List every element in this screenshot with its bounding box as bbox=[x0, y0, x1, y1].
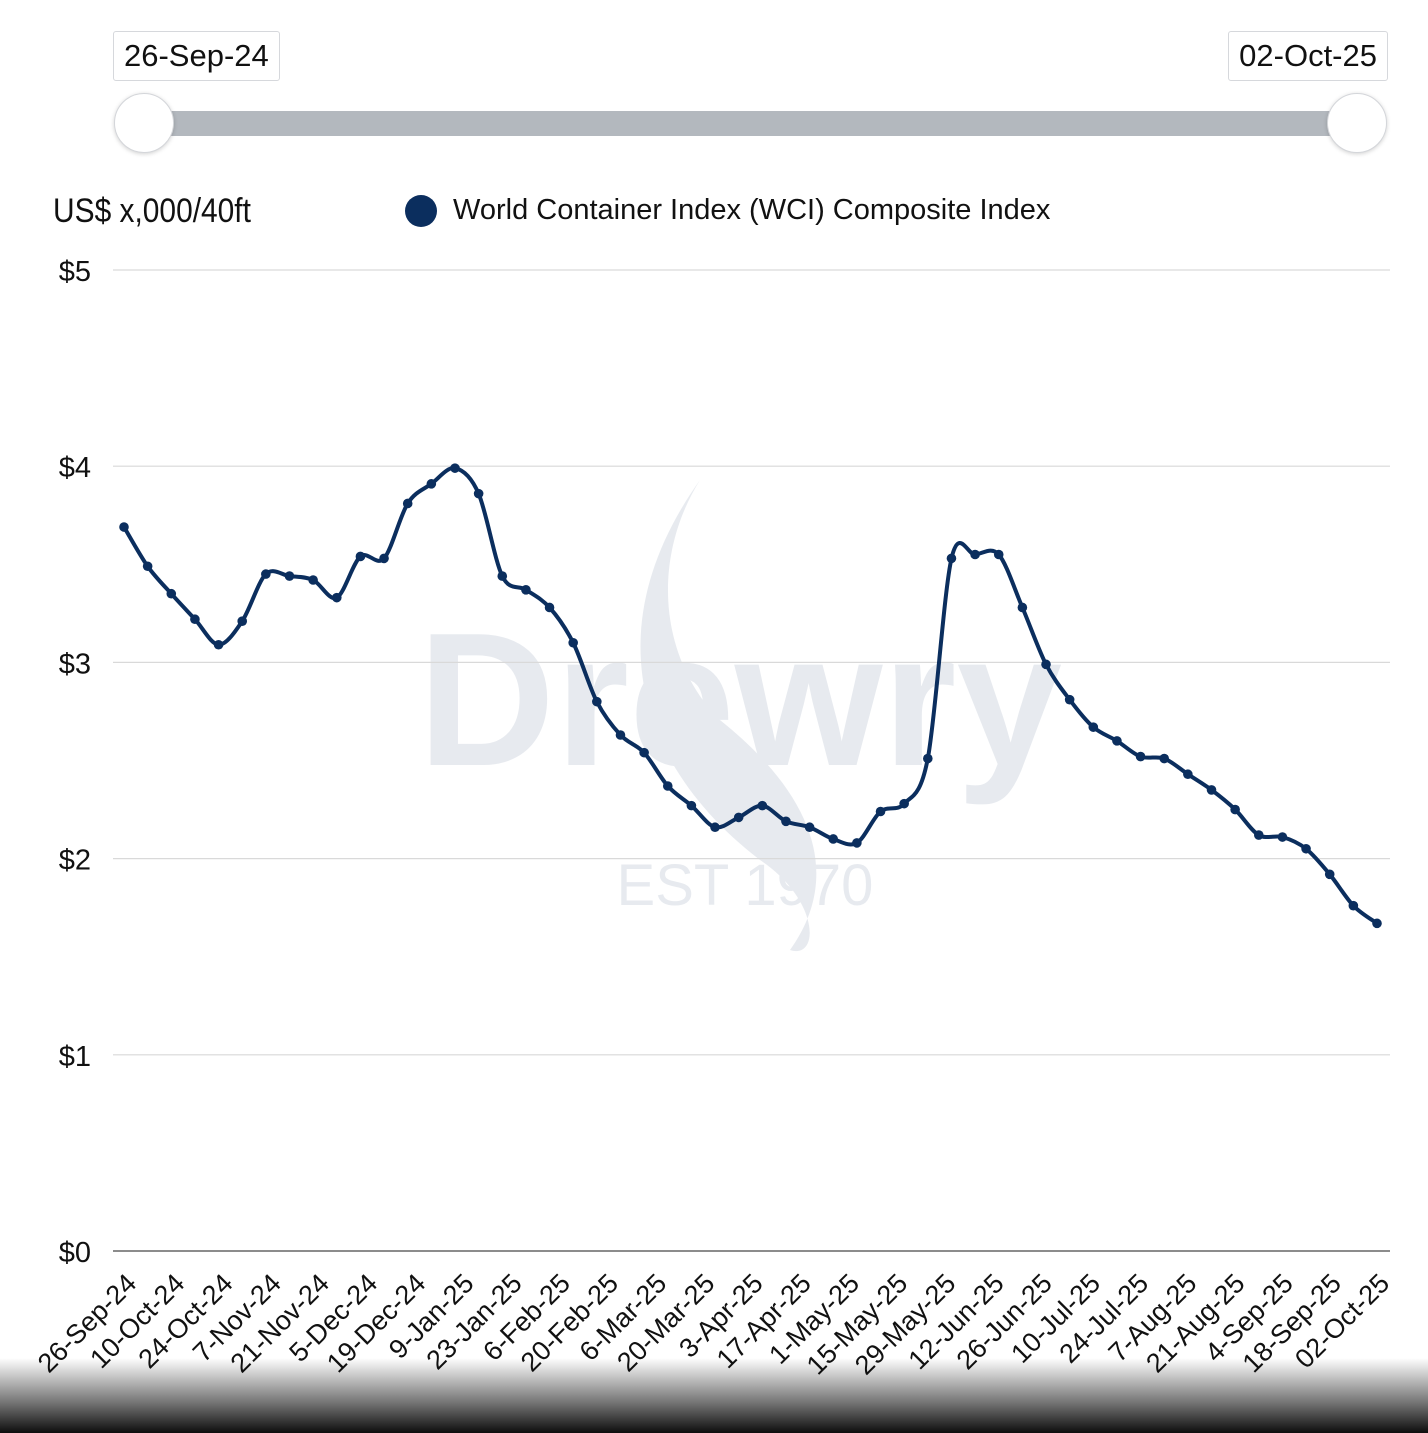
y-axis-unit-label: US$ x,000/40ft bbox=[53, 192, 251, 230]
watermark-tagline: EST 1970 bbox=[617, 853, 874, 918]
data-point[interactable] bbox=[166, 588, 177, 599]
legend-marker bbox=[405, 194, 437, 227]
data-point[interactable] bbox=[1041, 659, 1051, 670]
data-point[interactable] bbox=[1253, 830, 1264, 840]
y-tick-label: $2 bbox=[59, 845, 91, 877]
data-point[interactable] bbox=[1230, 804, 1240, 815]
data-point[interactable] bbox=[426, 479, 437, 489]
series-points bbox=[119, 463, 1382, 929]
y-tick-label: $0 bbox=[59, 1237, 91, 1269]
data-point[interactable] bbox=[615, 730, 626, 740]
data-point[interactable] bbox=[899, 798, 909, 809]
data-point[interactable] bbox=[1372, 918, 1382, 929]
date-range-slider-track[interactable] bbox=[145, 111, 1358, 136]
watermark-flame-icon bbox=[640, 480, 817, 952]
data-point[interactable] bbox=[213, 639, 224, 650]
data-point[interactable] bbox=[970, 549, 980, 560]
data-point[interactable] bbox=[190, 614, 200, 625]
data-point[interactable] bbox=[804, 822, 815, 833]
data-point[interactable] bbox=[733, 812, 744, 823]
data-point[interactable] bbox=[119, 522, 129, 532]
y-tick-label: $5 bbox=[59, 256, 91, 288]
data-point[interactable] bbox=[993, 549, 1004, 560]
y-tick-label: $4 bbox=[59, 452, 91, 484]
slider-end-handle[interactable] bbox=[1327, 93, 1387, 153]
legend-label: World Container Index (WCI) Composite In… bbox=[453, 194, 1051, 226]
data-point[interactable] bbox=[923, 753, 933, 764]
data-point[interactable] bbox=[402, 498, 413, 509]
y-tick-label: $3 bbox=[59, 648, 91, 680]
data-point[interactable] bbox=[686, 800, 697, 811]
watermark-brand: Drewry bbox=[418, 594, 1062, 806]
data-point[interactable] bbox=[284, 571, 295, 581]
data-point[interactable] bbox=[1277, 832, 1288, 842]
data-point[interactable] bbox=[355, 551, 366, 562]
grid-lines bbox=[113, 269, 1390, 1252]
data-point[interactable] bbox=[379, 553, 389, 564]
data-point[interactable] bbox=[781, 816, 791, 827]
data-point[interactable] bbox=[308, 575, 318, 585]
data-point[interactable] bbox=[1159, 753, 1170, 764]
data-point[interactable] bbox=[544, 602, 555, 613]
data-point[interactable] bbox=[1348, 900, 1359, 911]
start-date-input[interactable]: 26-Sep-24 bbox=[113, 31, 280, 81]
data-point[interactable] bbox=[450, 463, 460, 473]
y-tick-label: $1 bbox=[59, 1041, 91, 1073]
data-point[interactable] bbox=[639, 747, 649, 758]
data-point[interactable] bbox=[473, 488, 484, 499]
data-point[interactable] bbox=[757, 800, 768, 811]
data-point[interactable] bbox=[852, 838, 862, 848]
data-point[interactable] bbox=[1112, 736, 1122, 746]
slider-start-handle[interactable] bbox=[114, 93, 174, 153]
end-date-input[interactable]: 02-Oct-25 bbox=[1228, 31, 1388, 81]
data-point[interactable] bbox=[1324, 869, 1335, 880]
data-point[interactable] bbox=[1301, 843, 1311, 854]
data-point[interactable] bbox=[875, 806, 886, 817]
data-point[interactable] bbox=[828, 834, 839, 844]
data-point[interactable] bbox=[946, 553, 957, 564]
data-point[interactable] bbox=[1135, 751, 1146, 762]
data-point[interactable] bbox=[237, 616, 248, 626]
data-point[interactable] bbox=[521, 585, 531, 595]
data-point[interactable] bbox=[497, 571, 508, 581]
data-point[interactable] bbox=[1183, 769, 1193, 780]
data-point[interactable] bbox=[142, 561, 153, 572]
data-point[interactable] bbox=[1206, 785, 1217, 795]
y-axis-labels: $0 $1 $2 $3 $4 $5 bbox=[59, 256, 91, 1269]
x-axis-labels: 26-Sep-2410-Oct-2424-Oct-247-Nov-2421-No… bbox=[32, 1268, 1395, 1380]
data-point[interactable] bbox=[1017, 602, 1028, 613]
data-point[interactable] bbox=[331, 592, 342, 603]
data-point[interactable] bbox=[261, 569, 271, 579]
legend[interactable]: World Container Index (WCI) Composite In… bbox=[405, 194, 1050, 227]
data-point[interactable] bbox=[592, 696, 602, 707]
data-point[interactable] bbox=[568, 637, 578, 648]
data-point[interactable] bbox=[1064, 694, 1075, 705]
watermark: Drewry EST 1970 bbox=[418, 480, 1062, 952]
data-point[interactable] bbox=[1088, 722, 1099, 732]
data-point[interactable] bbox=[662, 781, 673, 791]
data-point[interactable] bbox=[710, 822, 720, 833]
